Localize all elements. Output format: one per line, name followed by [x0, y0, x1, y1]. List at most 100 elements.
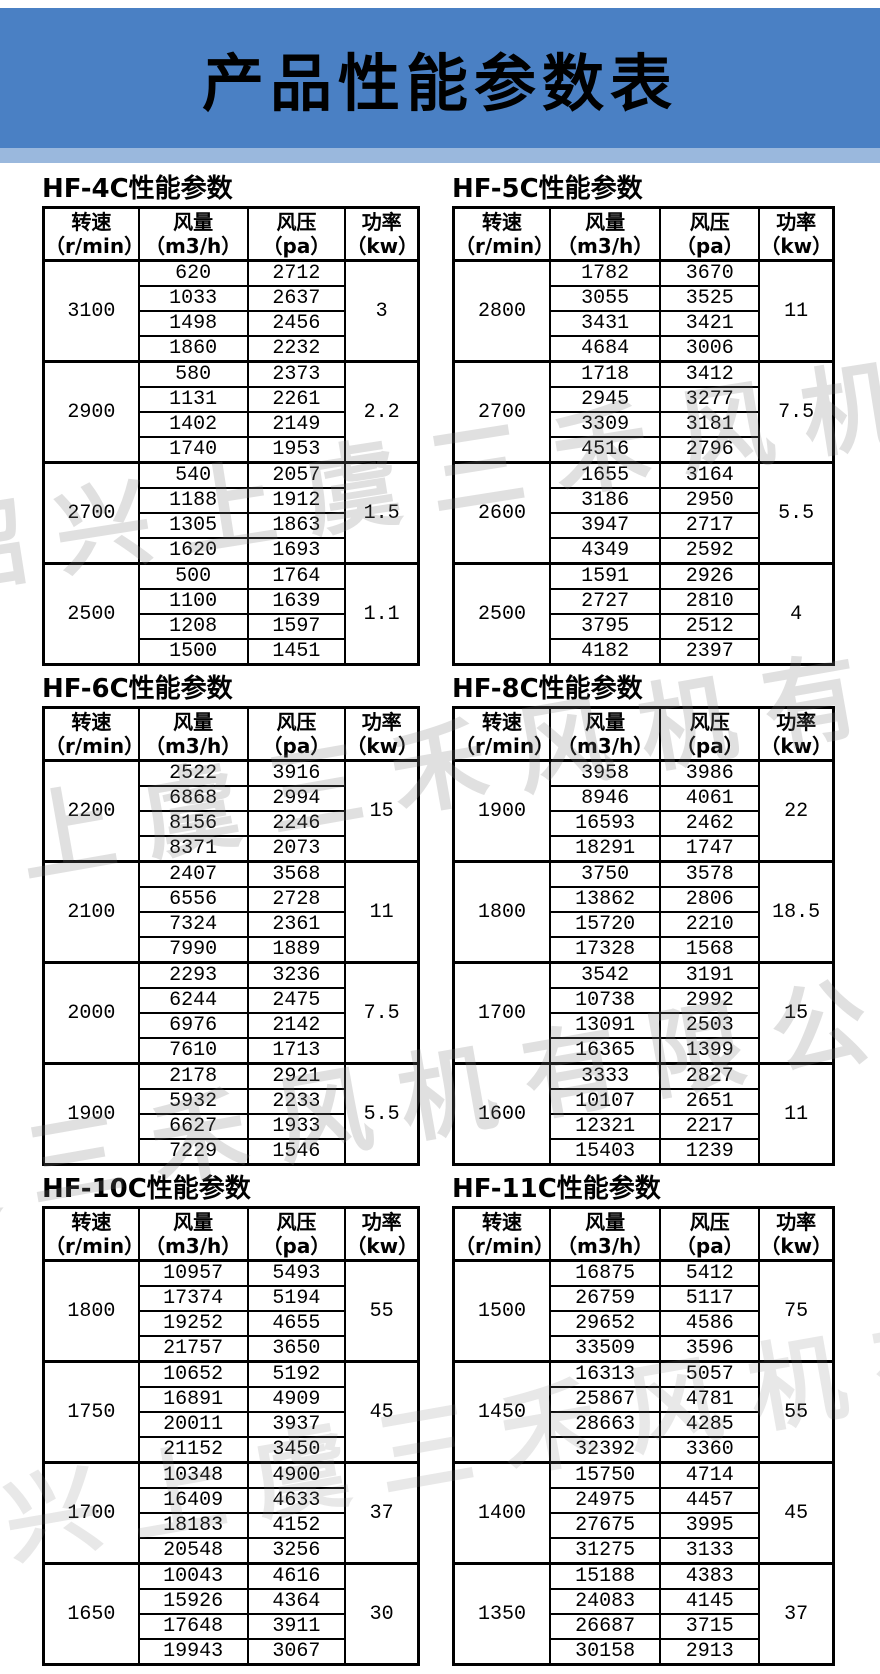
pressure-cell: 1546 [246, 1138, 347, 1166]
airflow-cell: 8946 [549, 785, 662, 812]
pressure-cell: 2651 [659, 1088, 761, 1115]
pressure-cell: 2073 [246, 835, 347, 863]
speed-cell: 2000 [42, 961, 140, 1065]
table-row: 30158 2913 [454, 1638, 834, 1666]
table-row: 17328 1568 [454, 936, 834, 964]
table-row: 6244 2475 [44, 987, 419, 1014]
pressure-cell: 2217 [659, 1113, 761, 1140]
table-row: 27675 3995 [454, 1512, 834, 1539]
table-row: 1900 2178 2921 5.5 [42, 1062, 420, 1166]
pressure-cell: 2261 [246, 386, 347, 413]
airflow-cell: 21152 [137, 1436, 249, 1464]
column-header: 功率 （kw） [758, 206, 835, 262]
table-row: 3795 2512 [454, 613, 834, 640]
perf-table-hf-10c: 转速 （r/min） 风量 （m3/h） 风压 （pa） 功率 （kw） 1800 10957 54… [42, 1206, 420, 1666]
table-row: 10738 2992 [454, 987, 834, 1014]
airflow-cell: 1033 [137, 285, 249, 312]
airflow-cell: 1860 [137, 335, 249, 363]
speed-cell: 2100 [42, 860, 140, 964]
airflow-cell: 1718 [549, 360, 662, 388]
table-row: 17374 5194 [44, 1285, 419, 1312]
table-row: 4182 2397 [454, 638, 834, 666]
table-row: 6627 1933 [44, 1113, 419, 1140]
airflow-cell: 10107 [549, 1088, 662, 1115]
pressure-cell: 2373 [246, 360, 347, 388]
airflow-cell: 620 [137, 259, 249, 287]
table-row: 2945 3277 [454, 386, 834, 413]
airflow-cell: 2178 [137, 1062, 249, 1090]
pressure-cell: 2246 [246, 810, 347, 837]
airflow-cell: 10348 [137, 1461, 249, 1489]
column-header: 风量 （m3/h） [137, 206, 249, 262]
airflow-cell: 17648 [137, 1613, 249, 1640]
pressure-cell: 3191 [659, 961, 761, 989]
pressure-cell: 1568 [659, 936, 761, 964]
table-row: 15403 1239 [454, 1138, 834, 1166]
airflow-cell: 18183 [137, 1512, 249, 1539]
column-header: 风压 （pa） [659, 1206, 761, 1262]
airflow-cell: 16875 [549, 1259, 662, 1287]
table-row: 1650 10043 4616 30 [42, 1562, 420, 1666]
perf-section-hf-6c: HF-6C性能参数 转速 （r/min） 风量 （m3/h） 风压 （pa） 功率 （kw） 22… [42, 673, 420, 1166]
pressure-cell: 4061 [659, 785, 761, 812]
pressure-cell: 3911 [246, 1613, 347, 1640]
perf-table-hf-6c: 转速 （r/min） 风量 （m3/h） 风压 （pa） 功率 （kw） 2200 2522 391… [42, 706, 420, 1166]
pressure-cell: 3277 [659, 386, 761, 413]
column-header: 转速 （r/min） [42, 706, 144, 762]
speed-cell: 1650 [42, 1562, 140, 1666]
table-row: 1033 2637 [44, 285, 419, 312]
table-row: 10107 2651 [454, 1088, 834, 1115]
table-row: 3947 2717 [454, 512, 834, 539]
column-header: 转速 （r/min） [42, 1206, 144, 1262]
power-cell: 18.5 [758, 860, 835, 964]
table-row: 2200 2522 3916 15 [42, 759, 420, 863]
pressure-cell: 3986 [659, 759, 761, 787]
table-row: 1500 1451 [44, 638, 419, 666]
pressure-cell: 4364 [246, 1588, 347, 1615]
power-cell: 1.5 [344, 461, 420, 565]
airflow-cell: 7324 [137, 911, 249, 938]
airflow-cell: 3055 [549, 285, 662, 312]
speed-cell: 2200 [42, 759, 140, 863]
speed-cell: 1350 [452, 1562, 552, 1666]
pressure-cell: 1639 [246, 588, 347, 615]
column-header: 转速 （r/min） [452, 206, 554, 262]
pressure-cell: 2512 [659, 613, 761, 640]
banner-bottom-strip [0, 148, 880, 163]
title-banner: 产品性能参数表 [0, 8, 880, 148]
table-row: 7229 1546 [44, 1138, 419, 1166]
speed-cell: 2800 [452, 259, 552, 363]
airflow-cell: 29652 [549, 1310, 662, 1337]
table-row: 1188 1912 [44, 487, 419, 514]
power-cell: 30 [344, 1562, 420, 1666]
tables-grid: HF-4C性能参数 转速 （r/min） 风量 （m3/h） 风压 （pa） 功率 （kw） 31… [42, 173, 835, 1673]
pressure-cell: 1693 [246, 537, 347, 565]
pressure-cell: 2827 [659, 1062, 761, 1090]
pressure-cell: 2057 [246, 461, 347, 489]
table-row: 1400 15750 4714 45 [452, 1461, 835, 1565]
airflow-cell: 17374 [137, 1285, 249, 1312]
airflow-cell: 33509 [549, 1335, 662, 1363]
airflow-cell: 21757 [137, 1335, 249, 1363]
airflow-cell: 10652 [137, 1360, 249, 1388]
airflow-cell: 1500 [137, 638, 249, 666]
speed-cell: 1900 [452, 759, 552, 863]
airflow-cell: 3947 [549, 512, 662, 539]
pressure-cell: 1747 [659, 835, 761, 863]
airflow-cell: 1131 [137, 386, 249, 413]
perf-table-hf-5c: 转速 （r/min） 风量 （m3/h） 风压 （pa） 功率 （kw） 2800 1782 367… [452, 206, 835, 666]
power-cell: 5.5 [758, 461, 835, 565]
table-row: 31275 3133 [454, 1537, 834, 1565]
airflow-cell: 3186 [549, 487, 662, 514]
airflow-cell: 1655 [549, 461, 662, 489]
airflow-cell: 1591 [549, 562, 662, 590]
pressure-cell: 3236 [246, 961, 347, 989]
airflow-cell: 2727 [549, 588, 662, 615]
airflow-cell: 1402 [137, 411, 249, 438]
header-row: 转速 （r/min） 风量 （m3/h） 风压 （pa） 功率 （kw） [42, 706, 420, 762]
table-row: 15720 2210 [454, 911, 834, 938]
pressure-cell: 3067 [246, 1638, 347, 1666]
section-title-hf-6c: HF-6C性能参数 [42, 674, 233, 704]
airflow-cell: 6868 [137, 785, 249, 812]
speed-cell: 1800 [452, 860, 552, 964]
